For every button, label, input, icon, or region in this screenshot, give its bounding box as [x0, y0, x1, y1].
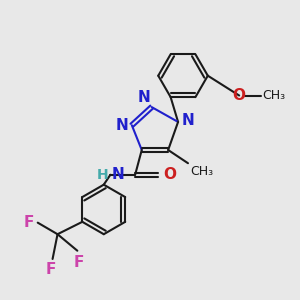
Text: N: N [182, 113, 194, 128]
Text: N: N [137, 90, 150, 105]
Text: O: O [163, 167, 176, 182]
Text: O: O [233, 88, 246, 103]
Text: F: F [46, 262, 56, 277]
Text: H: H [97, 168, 109, 182]
Text: F: F [24, 215, 34, 230]
Text: N: N [112, 167, 125, 182]
Text: F: F [74, 255, 84, 270]
Text: N: N [116, 118, 128, 133]
Text: CH₃: CH₃ [190, 165, 213, 178]
Text: CH₃: CH₃ [262, 89, 285, 102]
